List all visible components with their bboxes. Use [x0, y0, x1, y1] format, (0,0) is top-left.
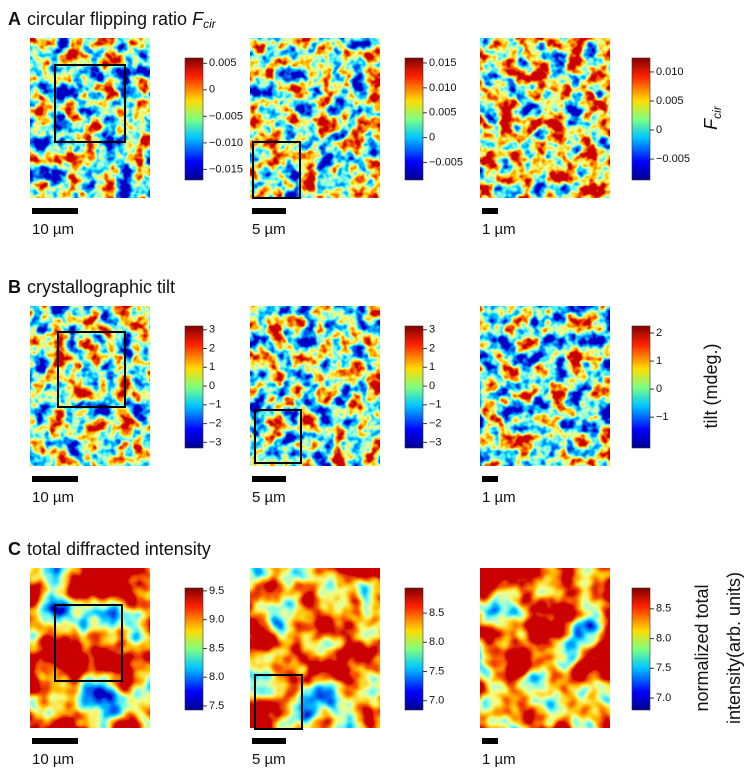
- colorbar-tick-label: −1: [429, 399, 442, 411]
- scale-bar: [482, 208, 498, 214]
- scale-bar: [252, 738, 286, 744]
- colorbar-tick-label: 0.005: [209, 57, 237, 69]
- colorbar-label: Fcir: [701, 105, 724, 130]
- colorbar-tick-label: 0.015: [429, 57, 457, 69]
- colorbar-tick-label: 2: [429, 342, 435, 354]
- heatmap: [30, 38, 150, 198]
- colorbar: [632, 58, 650, 180]
- colorbar-tick-label: 7.0: [656, 692, 671, 704]
- colorbar-tick-label: 7.5: [656, 662, 671, 674]
- colorbar-tick-label: −2: [429, 418, 442, 430]
- panel-title-text: circular flipping ratio: [27, 9, 187, 29]
- colorbar-tick-label: −0.005: [429, 156, 463, 168]
- symbol-sub: cir: [203, 17, 217, 31]
- panel-title-text: total diffracted intensity: [27, 539, 211, 559]
- colorbar-tick-label: 7.5: [209, 700, 224, 712]
- colorbar-tick-label: 0: [429, 380, 435, 392]
- colorbar-tick-label: −0.005: [656, 153, 690, 165]
- scale-bar: [482, 738, 498, 744]
- heatmap: [30, 568, 150, 728]
- colorbar-tick-label: −0.010: [209, 137, 243, 149]
- colorbar: [405, 326, 423, 448]
- scale-bar: [32, 208, 78, 214]
- colorbar-tick-label: 9.5: [209, 585, 224, 597]
- colorbar-tick-label: 0: [209, 84, 215, 96]
- scale-label: 5 µm: [252, 751, 286, 768]
- symbol-sub: cir: [710, 105, 724, 119]
- colorbar-tick-label: −1: [209, 399, 222, 411]
- colorbar-tick-label: 0.010: [656, 66, 684, 78]
- colorbar-tick-label: 0.010: [429, 82, 457, 94]
- heatmap: [480, 306, 610, 466]
- colorbar-tick-label: 1: [429, 361, 435, 373]
- colorbar-tick-label: −3: [429, 436, 442, 448]
- colorbar-tick-label: 8.0: [429, 636, 444, 648]
- colorbar: [632, 326, 650, 448]
- colorbar-tick-label: 3: [429, 324, 435, 336]
- colorbar-tick-label: 0: [209, 380, 215, 392]
- colorbar-tick-label: −0.015: [209, 163, 243, 175]
- colorbar: [405, 588, 423, 710]
- colorbar-tick-label: 8.5: [656, 603, 671, 615]
- colorbar-tick-label: 0: [429, 132, 435, 144]
- colorbar-tick-label: 2: [209, 342, 215, 354]
- scale-bar: [252, 476, 286, 482]
- scale-label: 1 µm: [482, 221, 516, 238]
- colorbar: [185, 588, 203, 710]
- colorbar-tick-label: −0.005: [209, 110, 243, 122]
- colorbar-tick-label: 8.0: [656, 632, 671, 644]
- colorbar-label: normalized total: [692, 584, 712, 711]
- colorbar-tick-label: 0: [656, 383, 662, 395]
- panel-letter: B: [8, 277, 21, 297]
- colorbar-tick-label: 8.0: [209, 671, 224, 683]
- colorbar-tick-label: 1: [209, 361, 215, 373]
- scale-label: 5 µm: [252, 489, 286, 506]
- panel-letter: C: [8, 539, 21, 559]
- heatmap: [250, 38, 380, 198]
- colorbar-label: intensity(arb. units): [724, 572, 744, 724]
- scale-label: 10 µm: [32, 221, 74, 238]
- colorbar-tick-label: 0.005: [656, 95, 684, 107]
- scale-label: 1 µm: [482, 751, 516, 768]
- panel-title-text: crystallographic tilt: [27, 277, 175, 297]
- scale-label: 10 µm: [32, 489, 74, 506]
- colorbar-tick-label: 0.005: [429, 107, 457, 119]
- figure: Acircular flipping ratioFcir10 µm0.0050−…: [0, 0, 754, 771]
- scale-label: 1 µm: [482, 489, 516, 506]
- scale-bar: [32, 738, 78, 744]
- colorbar-tick-label: 8.5: [429, 607, 444, 619]
- scale-bar: [482, 476, 498, 482]
- scale-bar: [32, 476, 78, 482]
- colorbar-label: tilt (mdeg.): [701, 343, 721, 428]
- colorbar-tick-label: 3: [209, 324, 215, 336]
- scale-label: 5 µm: [252, 221, 286, 238]
- colorbar-tick-label: 7.0: [429, 695, 444, 707]
- heatmap: [250, 568, 380, 728]
- colorbar-tick-label: 0: [656, 124, 662, 136]
- scale-bar: [252, 208, 286, 214]
- panel-letter: A: [8, 9, 21, 29]
- colorbar-tick-label: −1: [656, 411, 669, 423]
- heatmap: [250, 306, 380, 466]
- colorbar: [405, 58, 423, 180]
- colorbar: [632, 588, 650, 710]
- colorbar-tick-label: 1: [656, 355, 662, 367]
- colorbar-tick-label: 7.5: [429, 665, 444, 677]
- colorbar-tick-label: 9.0: [209, 614, 224, 626]
- colorbar: [185, 58, 203, 180]
- scale-label: 10 µm: [32, 751, 74, 768]
- colorbar: [185, 326, 203, 448]
- colorbar-tick-label: −2: [209, 418, 222, 430]
- heatmap: [480, 568, 610, 728]
- heatmap: [480, 38, 610, 198]
- colorbar-tick-label: 8.5: [209, 642, 224, 654]
- heatmap: [30, 306, 150, 466]
- colorbar-tick-label: 2: [656, 327, 662, 339]
- colorbar-tick-label: −3: [209, 436, 222, 448]
